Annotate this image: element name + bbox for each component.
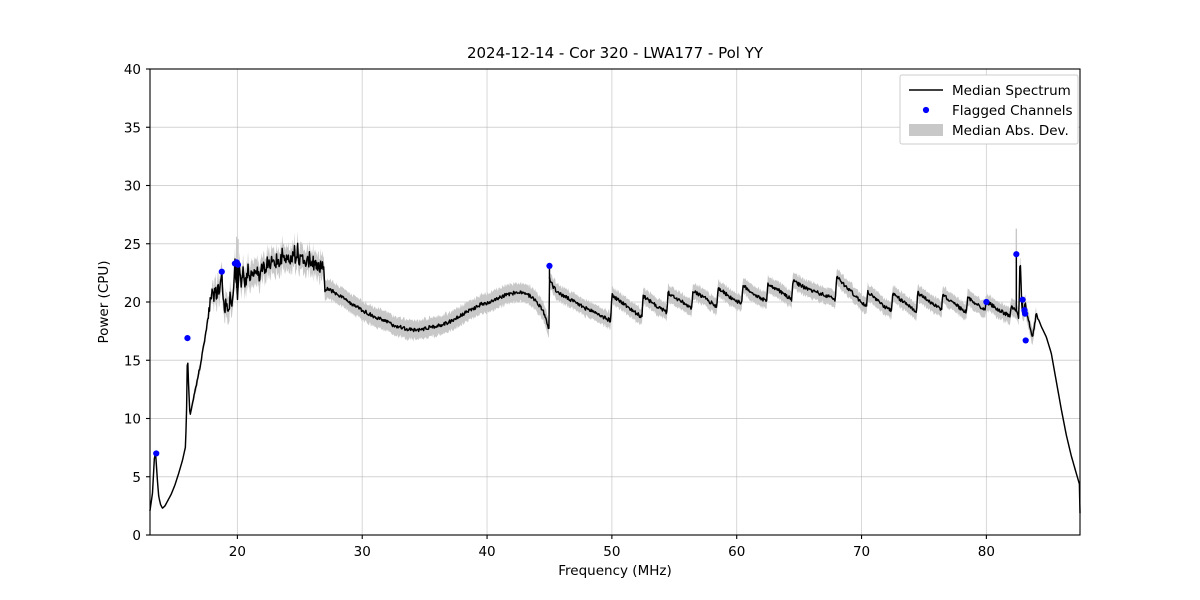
x-axis-label: Frequency (MHz) xyxy=(558,563,671,579)
mad-band-path xyxy=(150,231,1080,513)
flagged-channel-dot xyxy=(1019,296,1026,303)
flagged-channels-points xyxy=(153,251,1029,457)
y-tick-label: 40 xyxy=(124,62,141,78)
legend-dot-swatch xyxy=(922,106,930,114)
axis-ticks: 20 30 40 50 60 70 80 0 5 10 15 20 25 30 35 40 xyxy=(124,62,995,560)
x-tick-label: 80 xyxy=(978,544,995,560)
x-tick-label: 30 xyxy=(354,544,371,560)
chart-title: 2024-12-14 - Cor 320 - LWA177 - Pol YY xyxy=(467,44,764,62)
legend-entry-label: Median Abs. Dev. xyxy=(952,123,1069,139)
y-tick-label: 10 xyxy=(124,412,141,428)
flagged-channel-dot xyxy=(153,450,160,457)
y-tick-label: 35 xyxy=(124,120,141,136)
flagged-channel-dot xyxy=(983,298,990,306)
y-tick-label: 25 xyxy=(124,237,141,253)
x-tick-label: 50 xyxy=(603,544,620,560)
flagged-channel-dot xyxy=(1022,337,1029,344)
legend-entry-label: Flagged Channels xyxy=(952,103,1073,119)
y-tick-label: 15 xyxy=(124,353,141,369)
x-tick-label: 70 xyxy=(853,544,870,560)
x-tick-label: 20 xyxy=(229,544,246,560)
chart-legend[interactable]: Median Spectrum Flagged Channels Median Ab… xyxy=(899,74,1079,145)
legend-entry-label: Median Spectrum xyxy=(952,83,1071,99)
flagged-channel-dot xyxy=(546,262,553,269)
y-axis-label: Power (CPU) xyxy=(96,260,112,343)
y-tick-label: 30 xyxy=(124,179,141,195)
flagged-channel-dot xyxy=(218,268,225,275)
legend-patch-swatch xyxy=(909,124,943,136)
y-tick-label: 20 xyxy=(124,295,141,311)
y-tick-label: 5 xyxy=(132,470,141,486)
legend-box xyxy=(899,74,1079,145)
flagged-channel-dot xyxy=(234,261,242,268)
median-spectrum-path xyxy=(149,242,1081,514)
flagged-channel-dot xyxy=(184,335,191,342)
median-spectrum-line xyxy=(149,242,1081,514)
x-tick-label: 60 xyxy=(728,544,745,560)
x-tick-label: 40 xyxy=(478,544,495,560)
flagged-channel-dot xyxy=(1021,310,1029,317)
flagged-channel-dot xyxy=(1013,251,1020,258)
y-tick-label: 0 xyxy=(132,528,141,544)
